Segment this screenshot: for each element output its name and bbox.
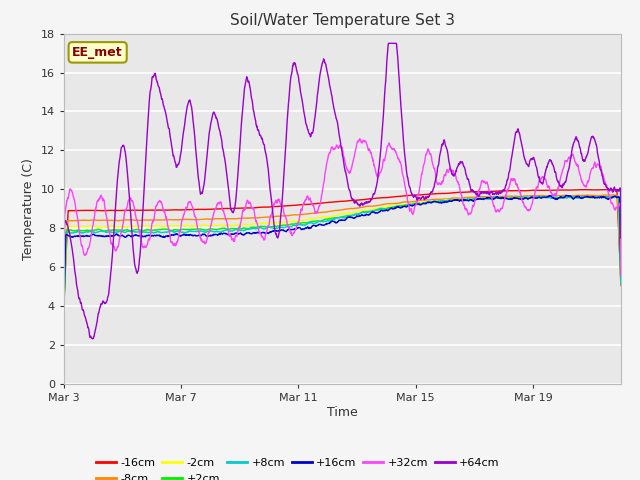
Legend: -16cm, -8cm, -2cm, +2cm, +8cm, +16cm, +32cm, +64cm: -16cm, -8cm, -2cm, +2cm, +8cm, +16cm, +3… xyxy=(96,458,500,480)
Text: EE_met: EE_met xyxy=(72,46,123,59)
X-axis label: Time: Time xyxy=(327,406,358,419)
Title: Soil/Water Temperature Set 3: Soil/Water Temperature Set 3 xyxy=(230,13,455,28)
Y-axis label: Temperature (C): Temperature (C) xyxy=(22,158,35,260)
